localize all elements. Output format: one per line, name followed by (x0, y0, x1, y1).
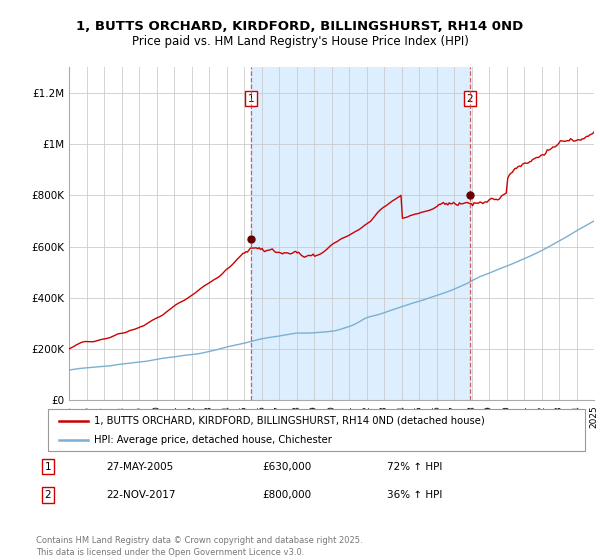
Text: Price paid vs. HM Land Registry's House Price Index (HPI): Price paid vs. HM Land Registry's House … (131, 35, 469, 48)
Text: 1, BUTTS ORCHARD, KIRDFORD, BILLINGSHURST, RH14 0ND: 1, BUTTS ORCHARD, KIRDFORD, BILLINGSHURS… (76, 20, 524, 32)
Text: 2: 2 (466, 94, 473, 104)
Text: 72% ↑ HPI: 72% ↑ HPI (387, 461, 442, 472)
Text: 1: 1 (248, 94, 254, 104)
Bar (251, 67, 470, 400)
Text: Contains HM Land Registry data © Crown copyright and database right 2025.
This d: Contains HM Land Registry data © Crown c… (36, 536, 362, 557)
Text: £800,000: £800,000 (263, 490, 312, 500)
Text: £630,000: £630,000 (263, 461, 312, 472)
Text: 36% ↑ HPI: 36% ↑ HPI (387, 490, 442, 500)
Text: 27-MAY-2005: 27-MAY-2005 (106, 461, 173, 472)
Text: 1, BUTTS ORCHARD, KIRDFORD, BILLINGSHURST, RH14 0ND (detached house): 1, BUTTS ORCHARD, KIRDFORD, BILLINGSHURS… (94, 416, 484, 426)
Text: 2: 2 (44, 490, 51, 500)
Text: 22-NOV-2017: 22-NOV-2017 (106, 490, 176, 500)
Text: HPI: Average price, detached house, Chichester: HPI: Average price, detached house, Chic… (94, 435, 332, 445)
Text: 1: 1 (44, 461, 51, 472)
